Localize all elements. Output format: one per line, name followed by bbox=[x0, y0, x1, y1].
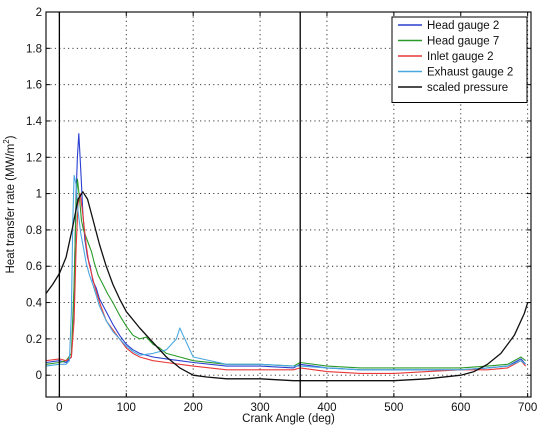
x-tick-label: 0 bbox=[56, 402, 62, 414]
y-tick-label: 0.4 bbox=[26, 298, 43, 310]
y-tick-label: 1.2 bbox=[26, 152, 42, 164]
legend-label: scaled pressure bbox=[427, 82, 508, 94]
tick-labels: 0 100 200 300 400 500 600 700 0 0.2 0.4 0.6 0.8 1 1.2 1… bbox=[26, 7, 537, 414]
y-tick-label: 0.2 bbox=[26, 334, 42, 346]
legend-label: Exhaust gauge 2 bbox=[427, 67, 513, 79]
legend: Head gauge 2 Head gauge 7 Inlet gauge 2 Exh… bbox=[391, 16, 528, 103]
x-tick-label: 700 bbox=[518, 402, 537, 414]
y-axis-label-end: ) bbox=[5, 135, 17, 139]
y-tick-label: 0 bbox=[36, 370, 42, 382]
legend-label: Head gauge 2 bbox=[427, 20, 499, 32]
legend-box bbox=[391, 16, 528, 103]
series-line bbox=[45, 133, 527, 371]
series-line bbox=[45, 191, 529, 382]
series-line bbox=[45, 174, 526, 371]
y-tick-label: 1.8 bbox=[26, 43, 42, 55]
series-layer bbox=[45, 133, 529, 382]
series-line bbox=[45, 178, 526, 369]
y-tick-label: 1.4 bbox=[26, 116, 43, 128]
ticks bbox=[46, 11, 531, 397]
x-tick-label: 200 bbox=[184, 402, 203, 414]
x-tick-label: 300 bbox=[250, 402, 269, 414]
x-tick-label: 600 bbox=[451, 402, 470, 414]
vertical-markers bbox=[58, 12, 301, 397]
x-tick-label: 500 bbox=[384, 402, 403, 414]
x-axis-label: Crank Angle (deg) bbox=[242, 413, 335, 425]
y-axis-label-main: Heat transfer rate (MW/m bbox=[5, 144, 17, 274]
y-tick-label: 0.8 bbox=[26, 225, 42, 237]
y-tick-label: 2 bbox=[36, 7, 42, 19]
legend-label: Inlet gauge 2 bbox=[427, 51, 494, 63]
legend-label: Head gauge 7 bbox=[427, 36, 499, 48]
y-tick-label: 1.6 bbox=[26, 80, 42, 92]
y-tick-label: 0.6 bbox=[26, 261, 42, 273]
plot-frame bbox=[45, 11, 532, 398]
y-tick-label: 1 bbox=[36, 189, 42, 201]
y-axis-label-superscript: 2 bbox=[2, 139, 11, 144]
x-tick-label: 400 bbox=[317, 402, 336, 414]
y-axis-label: Heat transfer rate (MW/m2) bbox=[2, 135, 17, 273]
series-line bbox=[45, 193, 527, 374]
x-tick-label: 100 bbox=[117, 402, 136, 414]
